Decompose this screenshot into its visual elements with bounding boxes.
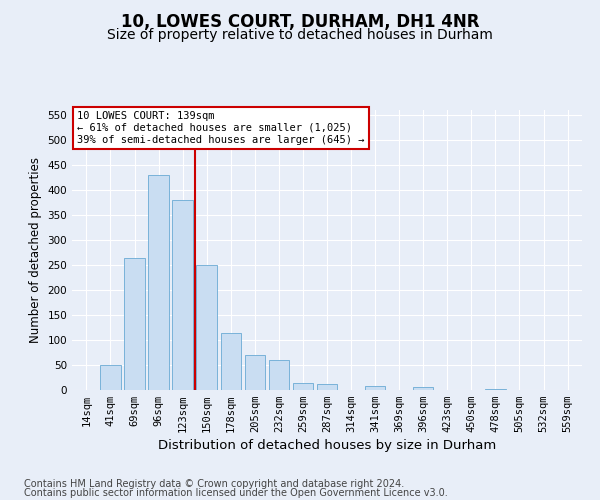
Text: Size of property relative to detached houses in Durham: Size of property relative to detached ho… xyxy=(107,28,493,42)
Y-axis label: Number of detached properties: Number of detached properties xyxy=(29,157,42,343)
Bar xyxy=(269,360,289,390)
Bar xyxy=(196,265,217,390)
Text: Contains public sector information licensed under the Open Government Licence v3: Contains public sector information licen… xyxy=(24,488,448,498)
Bar xyxy=(124,258,145,390)
Bar xyxy=(100,365,121,390)
Bar xyxy=(365,386,385,390)
X-axis label: Distribution of detached houses by size in Durham: Distribution of detached houses by size … xyxy=(158,440,496,452)
Text: 10 LOWES COURT: 139sqm
← 61% of detached houses are smaller (1,025)
39% of semi-: 10 LOWES COURT: 139sqm ← 61% of detached… xyxy=(77,112,365,144)
Bar xyxy=(172,200,193,390)
Bar xyxy=(485,389,506,390)
Bar xyxy=(413,387,433,390)
Text: 10, LOWES COURT, DURHAM, DH1 4NR: 10, LOWES COURT, DURHAM, DH1 4NR xyxy=(121,12,479,30)
Bar xyxy=(317,384,337,390)
Bar xyxy=(221,332,241,390)
Bar xyxy=(148,175,169,390)
Bar xyxy=(293,382,313,390)
Bar xyxy=(245,355,265,390)
Text: Contains HM Land Registry data © Crown copyright and database right 2024.: Contains HM Land Registry data © Crown c… xyxy=(24,479,404,489)
